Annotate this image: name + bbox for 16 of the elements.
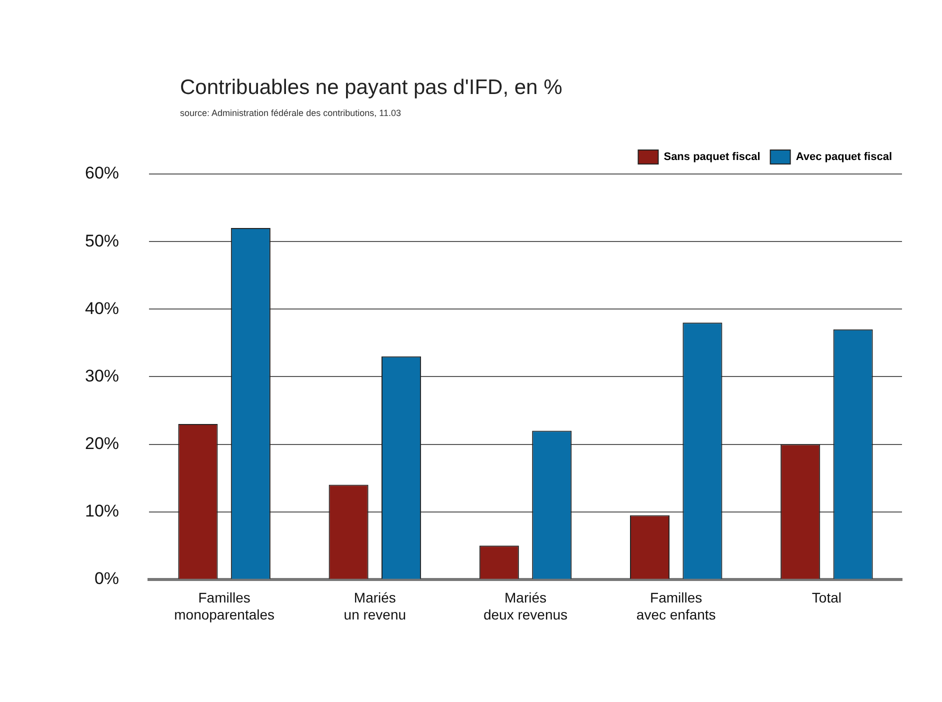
y-tick-label: 20% <box>84 434 120 453</box>
y-tick-label: 60% <box>84 164 120 183</box>
x-tick-label: Mariés un revenu <box>344 590 406 622</box>
y-tick-label: 10% <box>84 502 120 521</box>
legend-label: Avec paquet fiscal <box>796 151 892 164</box>
y-tick-label: 40% <box>84 298 120 318</box>
chart-title: Contribuables ne payant pas d'IFD, en % <box>180 76 562 100</box>
x-tick-label: Familles avec enfants <box>636 590 716 622</box>
y-tick-label: 30% <box>84 366 120 386</box>
chart-subtitle: source: Administration fédérale des contributions, 11.03 <box>180 108 401 118</box>
legend-label: Sans paquet fiscal <box>664 151 760 164</box>
x-tick-label: Total <box>812 590 842 606</box>
x-tick-label: Familles monoparentales <box>174 590 275 622</box>
x-tick-label: Mariés deux revenus <box>483 590 568 622</box>
y-tick-label: 0% <box>94 569 120 588</box>
y-tick-label: 50% <box>84 231 120 250</box>
